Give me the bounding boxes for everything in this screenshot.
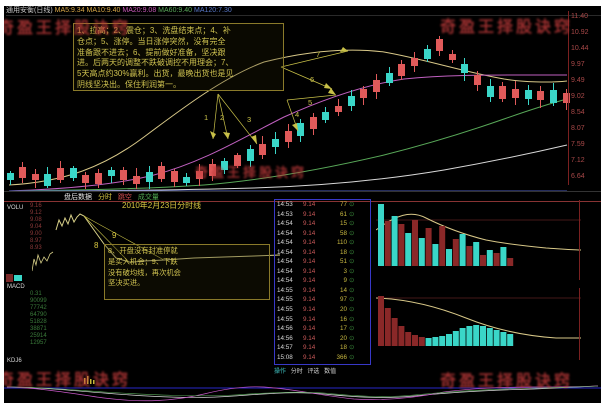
svg-text:2010年2月23日分时线: 2010年2月23日分时线 bbox=[122, 200, 201, 210]
svg-text:8: 8 bbox=[94, 241, 99, 250]
svg-text:9: 9 bbox=[112, 231, 117, 240]
